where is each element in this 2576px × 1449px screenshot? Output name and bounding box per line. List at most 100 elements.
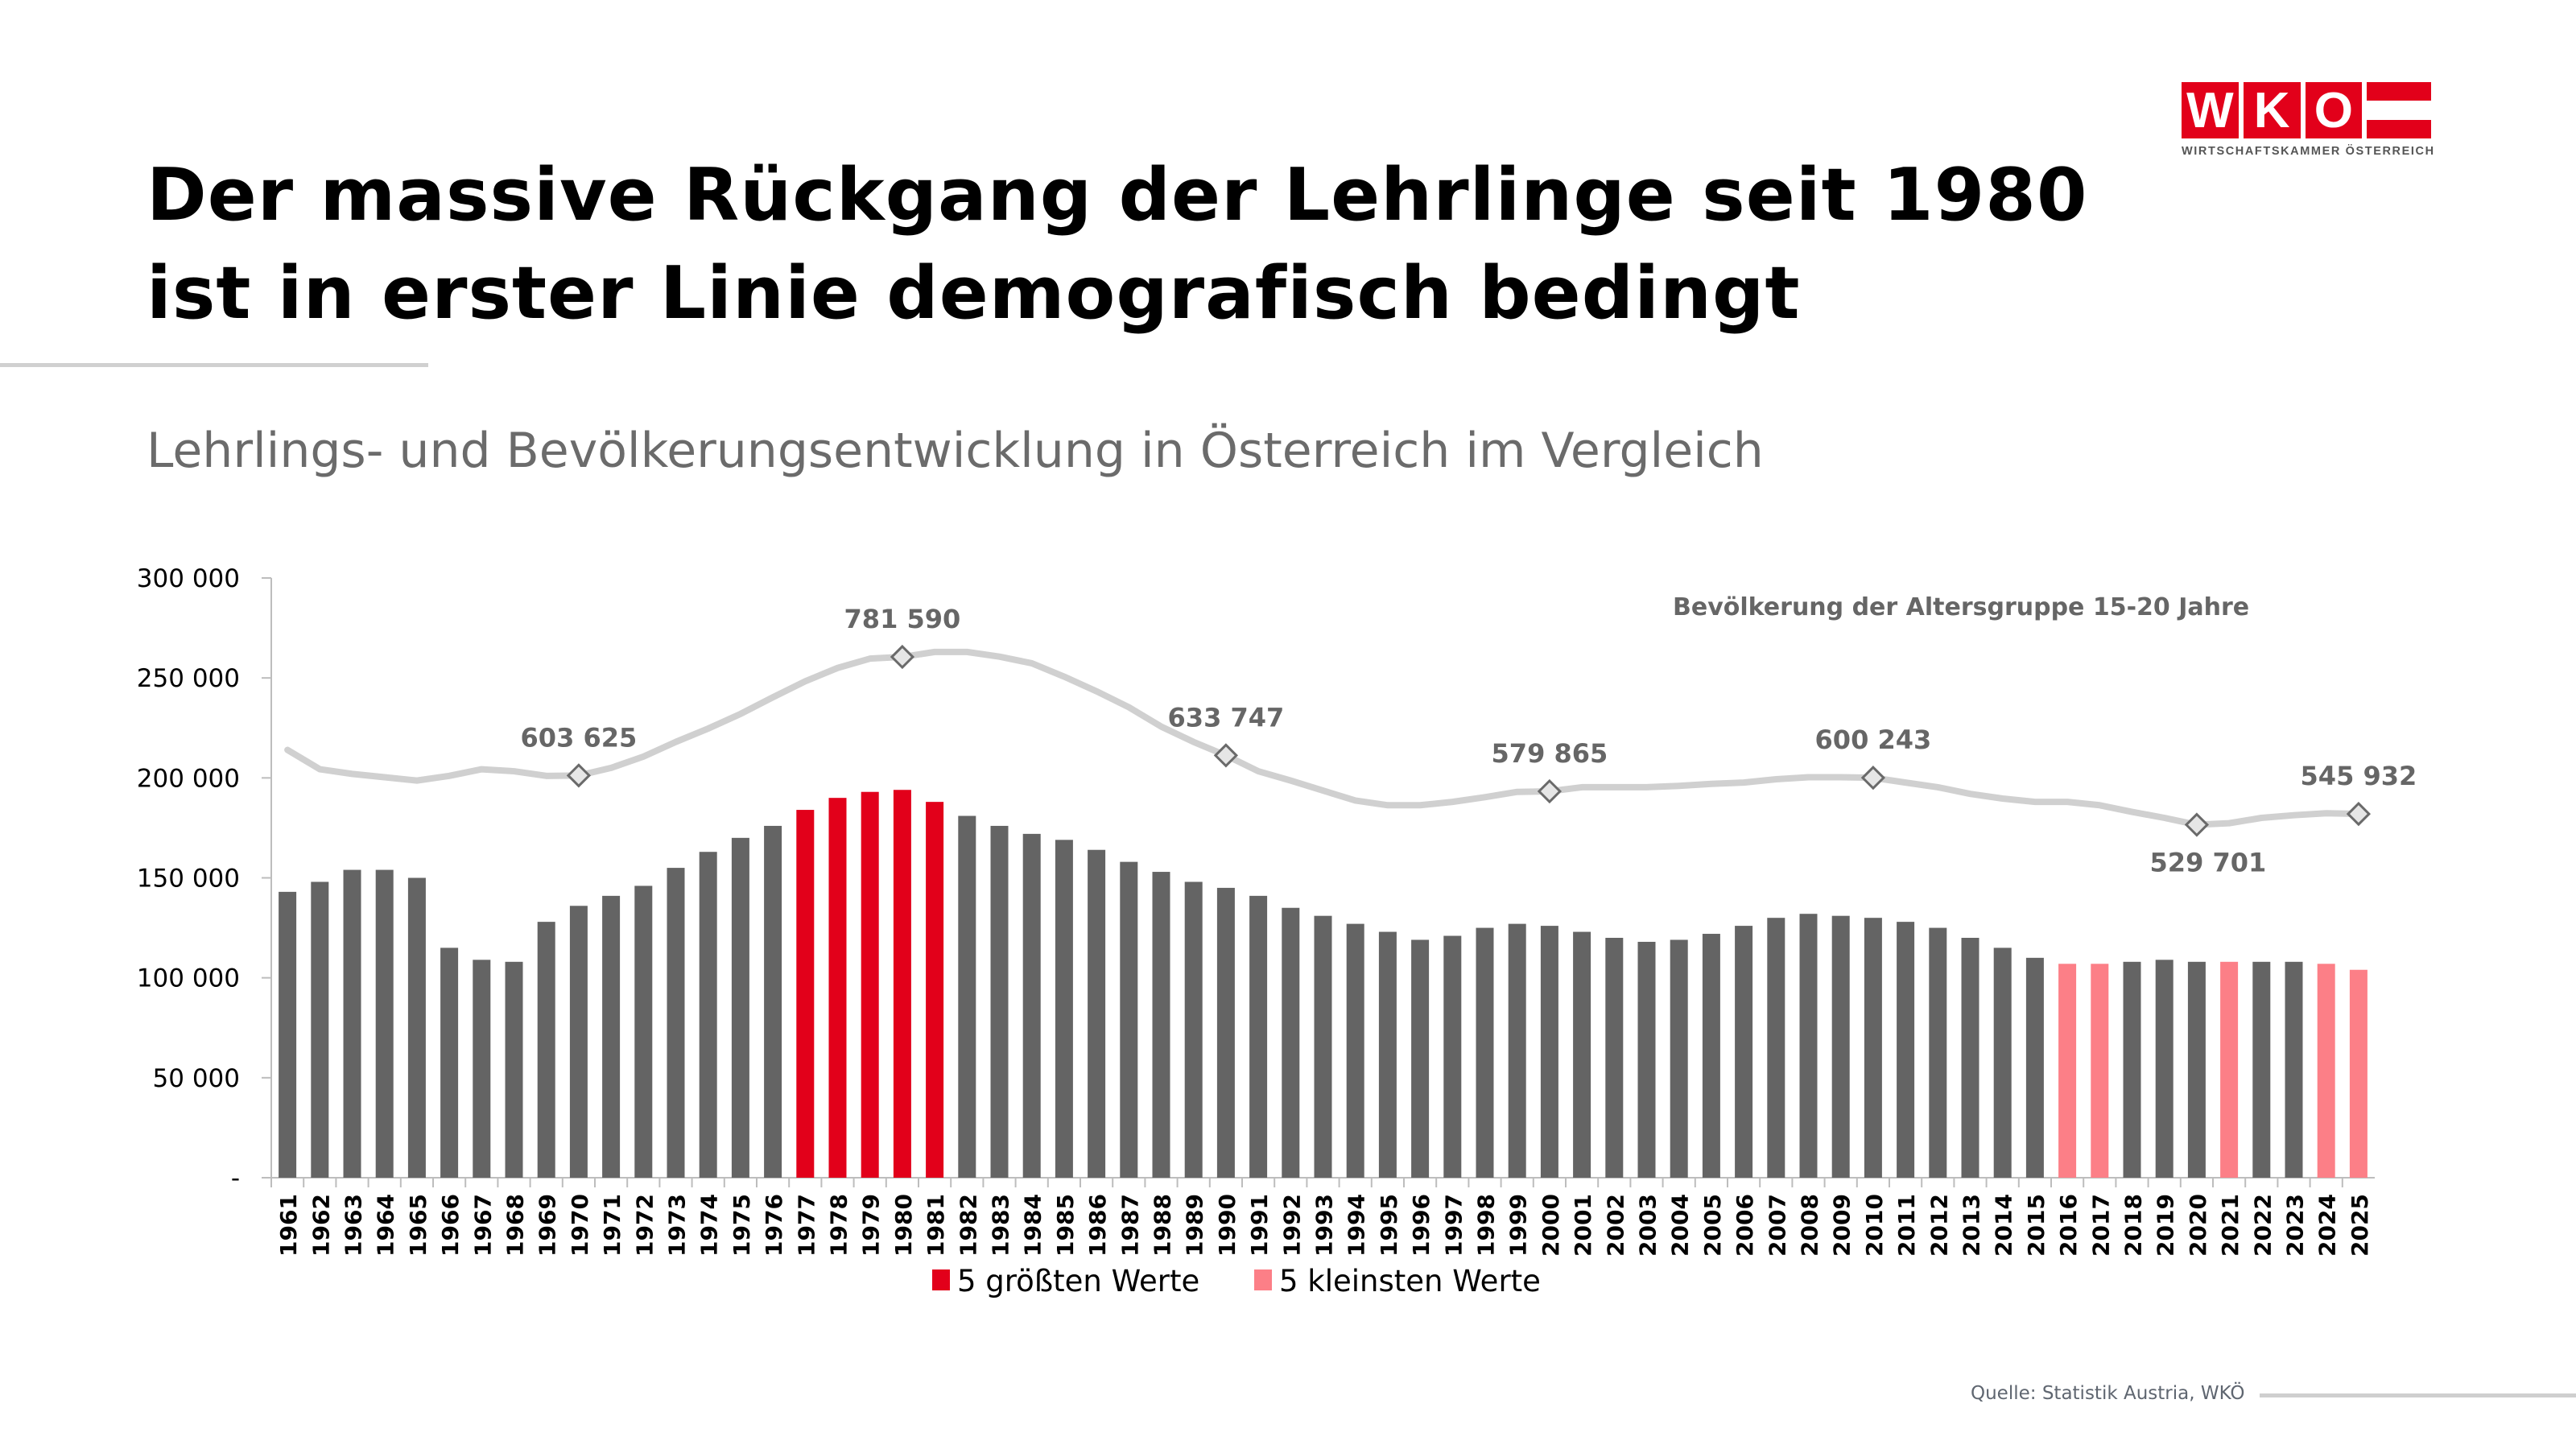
bar-2007 bbox=[1767, 918, 1785, 1178]
y-tick-label: 150 000 bbox=[137, 865, 240, 894]
bar-2025 bbox=[2349, 969, 2368, 1178]
bar-2000 bbox=[1540, 926, 1558, 1178]
bar-1973 bbox=[667, 868, 685, 1178]
x-tick-label: 2012 bbox=[1926, 1194, 1952, 1257]
bar-1983 bbox=[990, 825, 1009, 1178]
diamond-marker-1990 bbox=[1213, 743, 1239, 768]
x-tick-label: 1999 bbox=[1505, 1194, 1532, 1257]
x-tick-label: 2018 bbox=[2120, 1194, 2147, 1257]
x-tick-label: 1983 bbox=[988, 1194, 1014, 1257]
bar-1990 bbox=[1216, 887, 1235, 1178]
x-tick-label: 1979 bbox=[858, 1194, 885, 1257]
bar-1969 bbox=[537, 922, 555, 1178]
x-tick-label: 1995 bbox=[1376, 1194, 1402, 1257]
bar-2016 bbox=[2058, 964, 2077, 1178]
bar-1962 bbox=[311, 881, 329, 1178]
x-tick-label: 1997 bbox=[1440, 1194, 1467, 1257]
bar-2012 bbox=[1929, 927, 1947, 1178]
x-tick-label: 1985 bbox=[1052, 1194, 1079, 1257]
x-tick-label: 2025 bbox=[2347, 1194, 2373, 1257]
bar-2003 bbox=[1637, 941, 1656, 1178]
x-tick-label: 1967 bbox=[469, 1194, 496, 1257]
x-tick-label: 1996 bbox=[1408, 1194, 1435, 1257]
bar-1980 bbox=[893, 790, 911, 1178]
bar-1989 bbox=[1184, 881, 1203, 1178]
data-label-1980: 781 590 bbox=[844, 604, 961, 634]
legend-label-1: 5 kleinsten Werte bbox=[1279, 1264, 1541, 1298]
bar-1996 bbox=[1411, 939, 1430, 1178]
x-tick-label: 2008 bbox=[1797, 1194, 1823, 1257]
diamond-marker-1970 bbox=[566, 763, 592, 788]
diamond-marker-1980 bbox=[890, 644, 915, 670]
logo-letter-k: K bbox=[2243, 82, 2301, 138]
x-tick-label: 1993 bbox=[1311, 1194, 1338, 1257]
x-tick-label: 2023 bbox=[2282, 1194, 2309, 1257]
bar-2009 bbox=[1831, 915, 1850, 1178]
bar-1999 bbox=[1508, 923, 1526, 1178]
x-tick-label: 2006 bbox=[1732, 1194, 1758, 1257]
data-label-2000: 579 865 bbox=[1492, 738, 1608, 769]
bar-2018 bbox=[2123, 961, 2141, 1178]
x-tick-label: 1989 bbox=[1182, 1194, 1208, 1257]
bar-2004 bbox=[1670, 939, 1688, 1178]
bar-1977 bbox=[796, 810, 815, 1178]
x-tick-label: 2000 bbox=[1538, 1194, 1564, 1257]
bar-2020 bbox=[2187, 961, 2206, 1178]
x-tick-label: 1992 bbox=[1278, 1194, 1305, 1257]
bar-2019 bbox=[2155, 960, 2174, 1178]
legend-swatch-0 bbox=[932, 1269, 950, 1290]
data-label-2025: 545 932 bbox=[2301, 761, 2417, 791]
x-tick-label: 1978 bbox=[826, 1194, 852, 1257]
bar-1976 bbox=[764, 825, 782, 1178]
logo-text: WIRTSCHAFTSKAMMER ÖSTERREICH bbox=[2182, 145, 2435, 158]
x-tick-label: 1969 bbox=[535, 1194, 561, 1257]
x-tick-label: 2011 bbox=[1893, 1194, 1920, 1257]
x-tick-label: 2017 bbox=[2087, 1194, 2114, 1257]
x-tick-label: 1971 bbox=[599, 1194, 625, 1257]
bar-2013 bbox=[1961, 938, 1979, 1178]
bar-1986 bbox=[1088, 849, 1106, 1178]
bar-1967 bbox=[473, 960, 491, 1178]
x-tick-label: 2004 bbox=[1667, 1194, 1694, 1257]
x-tick-label: 2005 bbox=[1699, 1194, 1726, 1257]
x-tick-label: 2013 bbox=[1959, 1194, 1985, 1257]
bar-1975 bbox=[731, 837, 749, 1178]
x-tick-label: 1972 bbox=[631, 1194, 658, 1257]
x-tick-label: 1991 bbox=[1246, 1194, 1273, 1257]
bar-1964 bbox=[375, 869, 394, 1178]
bar-1994 bbox=[1346, 923, 1364, 1178]
bar-1985 bbox=[1055, 840, 1073, 1178]
diamond-marker-2025 bbox=[2346, 801, 2372, 827]
bar-1971 bbox=[602, 895, 621, 1178]
x-tick-label: 1976 bbox=[761, 1194, 787, 1257]
x-tick-label: 1973 bbox=[664, 1194, 691, 1257]
x-tick-label: 2020 bbox=[2185, 1194, 2211, 1257]
data-label-1970: 603 625 bbox=[521, 722, 638, 753]
bar-1978 bbox=[828, 798, 847, 1178]
x-tick-label: 1987 bbox=[1117, 1194, 1143, 1257]
legend-swatch-1 bbox=[1254, 1269, 1272, 1290]
x-tick-label: 1965 bbox=[405, 1194, 431, 1257]
bar-2001 bbox=[1573, 931, 1591, 1178]
bar-2023 bbox=[2285, 961, 2303, 1178]
diamond-marker-2000 bbox=[1537, 778, 1563, 804]
data-label-1990: 633 747 bbox=[1168, 702, 1285, 733]
x-tick-label: 2015 bbox=[2023, 1194, 2050, 1257]
y-tick-label: 50 000 bbox=[153, 1064, 240, 1093]
bar-1965 bbox=[407, 877, 426, 1178]
bar-2011 bbox=[1897, 922, 1915, 1178]
diamond-marker-2020 bbox=[2184, 812, 2210, 837]
bar-1968 bbox=[505, 961, 523, 1178]
bar-1993 bbox=[1314, 915, 1332, 1178]
page-title: Der massive Rückgang der Lehrlinge seit … bbox=[147, 153, 2088, 336]
y-tick-label: 250 000 bbox=[137, 664, 240, 693]
bar-1972 bbox=[634, 886, 653, 1178]
bar-1984 bbox=[1022, 833, 1041, 1178]
source-divider bbox=[2260, 1393, 2576, 1397]
x-tick-label: 2003 bbox=[1635, 1194, 1662, 1257]
chart-subtitle: Lehrlings- und Bevölkerungsentwicklung i… bbox=[147, 423, 1764, 479]
title-divider bbox=[0, 363, 428, 367]
bar-1991 bbox=[1249, 895, 1268, 1178]
source-note: Quelle: Statistik Austria, WKÖ bbox=[1971, 1383, 2245, 1404]
x-tick-label: 1988 bbox=[1150, 1194, 1176, 1257]
